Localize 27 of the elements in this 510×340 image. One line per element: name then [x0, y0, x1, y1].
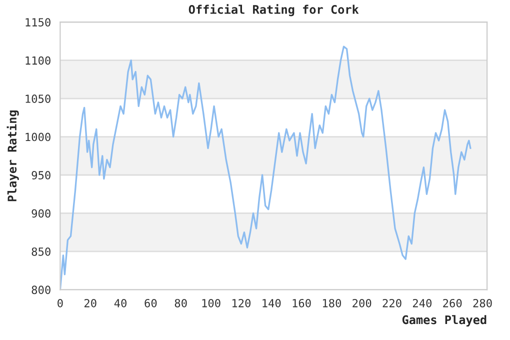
chart-title: Official Rating for Cork [188, 4, 359, 16]
x-tick-label: 180 [322, 298, 341, 308]
y-tick-label: 1150 [26, 18, 50, 27]
x-tick-label: 120 [232, 298, 250, 308]
x-tick-label: 280 [473, 298, 492, 308]
x-tick-label: 200 [352, 298, 372, 308]
x-tick-label: 100 [202, 298, 220, 308]
y-tick-label: 1100 [26, 56, 50, 65]
x-axis-title: Games Played [402, 315, 486, 326]
x-tick-label: 220 [382, 298, 402, 308]
x-tick-label: 160 [292, 298, 311, 308]
x-tick-label: 240 [412, 298, 432, 308]
y-tick-label: 800 [32, 286, 50, 294]
x-tick-label: 20 [84, 298, 96, 308]
x-tick-label: 0 [58, 298, 63, 308]
line-series [60, 46, 472, 290]
y-axis-title: Player Rating [6, 110, 19, 202]
x-tick-label: 140 [262, 298, 281, 308]
x-tick-label: 80 [174, 298, 187, 308]
y-tick-label: 1000 [26, 132, 50, 142]
y-tick-label: 950 [32, 171, 50, 180]
y-tick-label: 900 [32, 209, 50, 218]
x-tick-label: 60 [144, 298, 157, 308]
x-tick-label: 40 [114, 298, 126, 308]
x-tick-label: 260 [443, 298, 462, 308]
y-tick-label: 1050 [26, 94, 50, 103]
y-tick-label: 850 [32, 247, 50, 256]
